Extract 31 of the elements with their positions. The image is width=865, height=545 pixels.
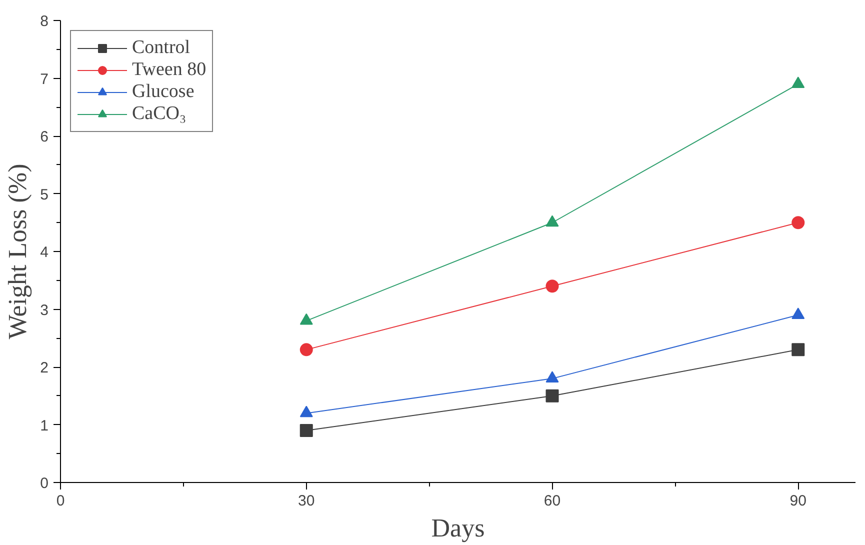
x-tick-label: 30 (298, 492, 315, 510)
y-tick-label: 5 (40, 186, 48, 204)
point (300, 424, 313, 438)
point (546, 389, 559, 402)
legend-label: CaCO₃ (132, 103, 186, 125)
x-tick-label: 0 (56, 492, 65, 510)
x-tick-label: 60 (544, 492, 561, 510)
point (792, 76, 805, 88)
y-tick-label: 6 (40, 128, 48, 146)
point (546, 280, 559, 293)
legend-label: Tween 80 (132, 59, 206, 81)
point (792, 216, 805, 230)
y-tick-label: 2 (40, 360, 48, 376)
point (546, 215, 559, 227)
point (792, 343, 805, 356)
legend-label: Glucose (132, 81, 194, 103)
y-tick-label: 8 (40, 13, 48, 30)
point (300, 343, 313, 356)
point (300, 406, 313, 418)
x-tick-label: 90 (790, 492, 806, 510)
y-tick-label: 7 (40, 70, 48, 88)
legend-label: Control (132, 37, 190, 59)
point (546, 371, 559, 383)
y-tick-label: 1 (40, 417, 48, 434)
point (792, 308, 805, 319)
point (300, 313, 313, 325)
x-axis-title: Days (431, 514, 485, 542)
y-axis-title: Weight Loss (%) (3, 164, 32, 340)
y-tick-label: 4 (40, 244, 48, 261)
y-tick-label: 0 (40, 475, 48, 492)
y-tick-label: 3 (40, 302, 48, 319)
